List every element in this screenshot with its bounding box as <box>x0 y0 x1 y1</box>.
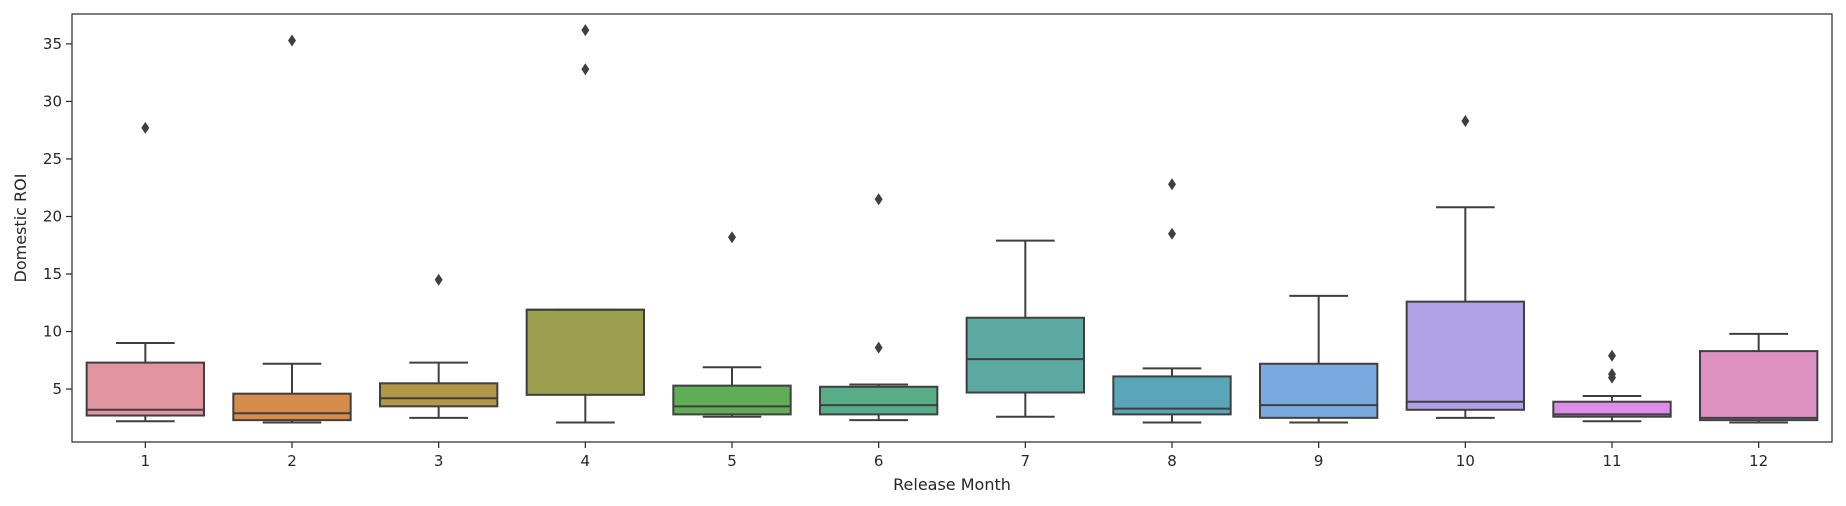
outlier-point <box>581 63 590 76</box>
y-tick-label: 20 <box>43 207 62 225</box>
x-tick-label: 3 <box>434 452 444 470</box>
y-tick-label: 15 <box>43 265 62 283</box>
iqr-box <box>1259 362 1379 419</box>
box-group <box>1552 349 1672 423</box>
outlier-point <box>434 273 443 286</box>
x-tick-label: 12 <box>1749 452 1768 470</box>
y-tick-label: 5 <box>52 380 62 398</box>
box-group <box>1699 332 1819 424</box>
x-tick-label: 10 <box>1456 452 1475 470</box>
outlier-point <box>874 193 883 206</box>
iqr-box <box>85 361 205 417</box>
iqr-box <box>1699 350 1819 422</box>
y-tick-label: 30 <box>43 92 62 110</box>
x-tick-label: 8 <box>1167 452 1177 470</box>
box-group <box>672 231 792 418</box>
iqr-box <box>1552 400 1672 418</box>
y-axis-label: Domestic ROI <box>11 174 30 283</box>
x-tick-label: 11 <box>1602 452 1621 470</box>
x-tick-label: 7 <box>1021 452 1031 470</box>
x-tick-label: 6 <box>874 452 884 470</box>
outlier-point <box>1608 349 1616 362</box>
outlier-point <box>288 34 296 47</box>
plot-frame <box>71 13 1833 443</box>
iqr-box <box>1405 300 1525 411</box>
outlier-point <box>1168 227 1176 240</box>
box-group <box>1259 294 1379 424</box>
outlier-point <box>1608 368 1616 381</box>
iqr-box <box>232 392 352 422</box>
x-axis: 1 2 3 4 5 6 7 8 9 10 11 12 <box>141 442 1768 470</box>
x-axis-label: Release Month <box>893 475 1011 494</box>
box-group <box>525 24 646 424</box>
x-tick-label: 9 <box>1314 452 1324 470</box>
outlier-point <box>728 231 736 244</box>
x-tick-label: 5 <box>727 452 737 470</box>
box-group <box>965 239 1086 418</box>
box-series <box>85 24 1819 424</box>
y-tick-label: 10 <box>43 323 62 341</box>
x-tick-label: 1 <box>141 452 151 470</box>
iqr-box <box>965 316 1086 394</box>
y-tick-label: 35 <box>43 35 62 53</box>
outlier-point <box>1168 178 1176 191</box>
iqr-box <box>672 384 792 416</box>
y-tick-label: 25 <box>43 150 62 168</box>
iqr-box <box>525 308 646 396</box>
x-tick-label: 2 <box>287 452 297 470</box>
y-axis: 5 10 15 20 25 30 35 <box>43 35 72 398</box>
box-group <box>379 273 499 419</box>
outlier-point <box>874 341 883 354</box>
box-group <box>1112 178 1232 424</box>
outlier-point <box>1461 115 1470 127</box>
box-group <box>1405 115 1525 419</box>
box-group <box>819 193 939 422</box>
box-group <box>232 34 352 424</box>
outlier-point <box>141 121 150 134</box>
box-group <box>85 121 205 423</box>
iqr-box <box>819 385 939 416</box>
x-tick-label: 4 <box>581 452 591 470</box>
outlier-point <box>581 24 590 37</box>
iqr-box <box>379 382 499 408</box>
